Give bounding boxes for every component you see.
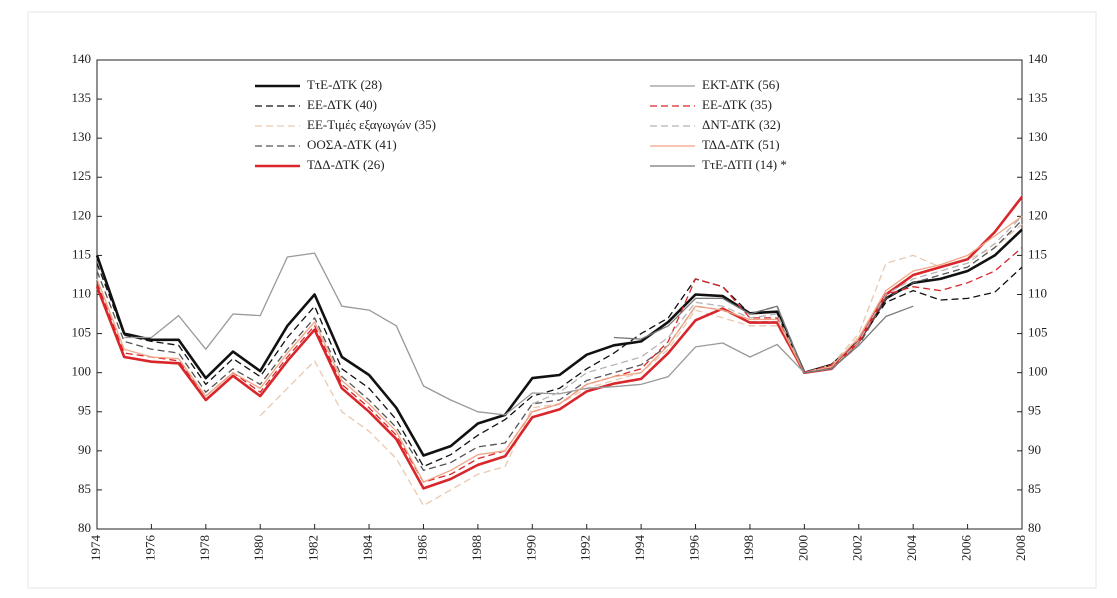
x-tick-label: 2002	[850, 535, 865, 561]
x-tick-label: 2000	[795, 535, 810, 561]
legend-label: ΔΝΤ-ΔΤΚ (32)	[702, 117, 781, 132]
y2-tick-label: 95	[1028, 403, 1041, 418]
y-tick-label: 115	[72, 246, 91, 261]
legend-label: ΤΔΔ-ΔΤΚ (26)	[307, 157, 385, 172]
y2-tick-label: 80	[1028, 520, 1041, 535]
x-tick-label: 1992	[578, 535, 593, 561]
series-line	[96, 262, 1023, 468]
y2-tick-label: 115	[1028, 246, 1047, 261]
y-tick-label: 125	[72, 168, 92, 183]
series-line	[96, 215, 1023, 483]
series-line	[532, 215, 1023, 405]
x-tick-label: 1990	[523, 535, 538, 561]
y-tick-label: 95	[78, 403, 91, 418]
x-tick-label: 1996	[687, 535, 702, 562]
legend-label: ΕΕ-ΔΤΚ (35)	[702, 97, 772, 112]
y-tick-label: 140	[72, 51, 92, 66]
y2-tick-label: 120	[1028, 207, 1048, 222]
y2-tick-label: 130	[1028, 129, 1048, 144]
series-line	[96, 219, 1023, 472]
y2-tick-label: 105	[1028, 325, 1048, 340]
y2-tick-label: 140	[1028, 51, 1048, 66]
y-tick-label: 100	[72, 364, 92, 379]
y-tick-label: 105	[72, 325, 92, 340]
x-tick-label: 2006	[959, 535, 974, 562]
y2-tick-label: 85	[1028, 481, 1041, 496]
x-tick-label: 1986	[414, 535, 429, 562]
y2-tick-label: 110	[1028, 285, 1047, 300]
y-tick-label: 130	[72, 129, 92, 144]
y2-tick-label: 100	[1028, 364, 1048, 379]
legend-label: ΕΕ-Τιμές εξαγωγών (35)	[307, 117, 436, 132]
y-tick-label: 135	[72, 90, 92, 105]
legend-label: ΟΟΣΑ-ΔΤΚ (41)	[307, 137, 397, 152]
x-tick-label: 1988	[469, 535, 484, 561]
legend-label: ΤΔΔ-ΔΤΚ (51)	[702, 137, 780, 152]
y-tick-label: 120	[72, 207, 92, 222]
y-tick-label: 85	[78, 481, 91, 496]
x-tick-label: 1974	[88, 535, 103, 562]
x-tick-label: 1984	[360, 535, 375, 562]
x-tick-label: 1978	[197, 535, 212, 561]
series-line	[124, 252, 805, 416]
legend-label: ΤτΕ-ΔΤΚ (28)	[307, 77, 382, 92]
frame	[27, 11, 1097, 589]
y-tick-label: 110	[72, 285, 91, 300]
y2-tick-label: 135	[1028, 90, 1048, 105]
y-tick-label: 80	[78, 520, 91, 535]
legend-label: ΕΕ-ΔΤΚ (40)	[307, 97, 377, 112]
x-tick-label: 1998	[741, 535, 756, 561]
x-tick-label: 1994	[632, 535, 647, 562]
x-tick-label: 2008	[1013, 535, 1028, 561]
y2-tick-label: 125	[1028, 168, 1048, 183]
x-tick-label: 1982	[306, 535, 321, 561]
y-tick-label: 90	[78, 442, 91, 457]
x-tick-label: 2004	[904, 535, 919, 562]
legend-label: ΤτΕ-ΔΤΠ (14) *	[702, 157, 787, 172]
x-tick-label: 1980	[251, 535, 266, 561]
series-line	[613, 297, 914, 374]
x-tick-label: 1976	[142, 535, 157, 562]
y2-tick-label: 90	[1028, 442, 1041, 457]
legend-label: ΕΚΤ-ΔΤΚ (56)	[702, 77, 780, 92]
